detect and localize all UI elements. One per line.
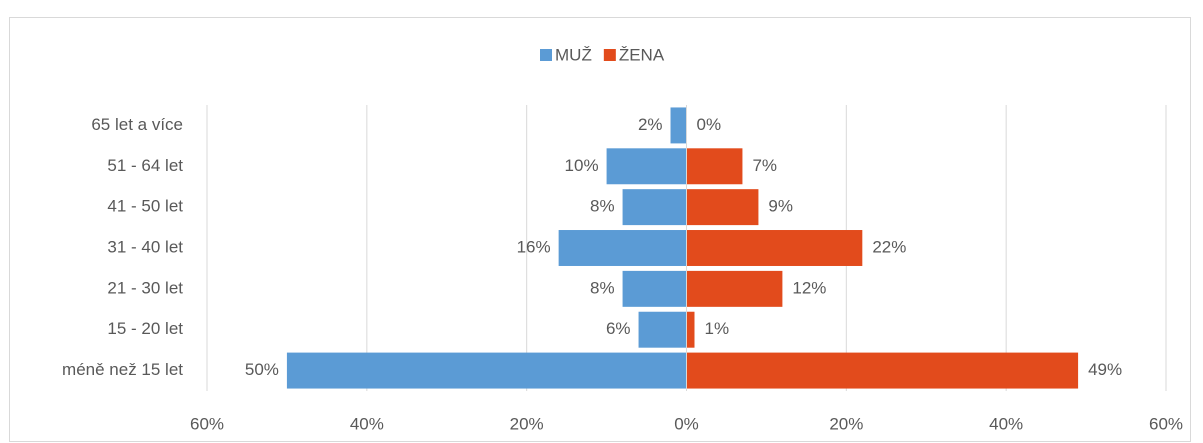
- data-label: 7%: [752, 156, 777, 175]
- bar: [606, 148, 687, 185]
- x-tick-label: 60%: [190, 414, 224, 433]
- legend-label: ŽENA: [619, 45, 665, 64]
- x-tick-label: 40%: [989, 414, 1023, 433]
- data-label: 8%: [590, 197, 615, 216]
- data-label: 2%: [638, 115, 663, 134]
- bar: [622, 270, 687, 307]
- y-tick-label: méně než 15 let: [62, 360, 183, 379]
- y-tick-label: 15 - 20 let: [107, 319, 183, 338]
- data-label: 9%: [768, 197, 793, 216]
- data-label: 50%: [245, 360, 279, 379]
- data-label: 16%: [517, 237, 551, 256]
- bar: [686, 311, 695, 348]
- x-tick-label: 0%: [674, 414, 699, 433]
- legend-swatch: [603, 49, 616, 61]
- bar: [686, 189, 759, 226]
- bar: [638, 311, 687, 348]
- data-label: 0%: [697, 115, 722, 134]
- bar: [686, 230, 863, 266]
- bar: [286, 352, 687, 389]
- x-tick-label: 40%: [350, 414, 384, 433]
- y-tick-label: 65 let a více: [91, 115, 183, 134]
- legend-swatch: [540, 49, 552, 61]
- data-label: 12%: [792, 278, 826, 297]
- legend: MUŽ ŽENA: [540, 45, 665, 64]
- bar: [686, 352, 1079, 389]
- legend-label: MUŽ: [555, 45, 592, 64]
- data-label: 6%: [606, 319, 631, 338]
- bar: [686, 148, 743, 185]
- bar: [686, 270, 783, 307]
- data-label: 8%: [590, 278, 615, 297]
- x-tick-label: 20%: [510, 414, 544, 433]
- y-tick-label: 51 - 64 let: [107, 156, 183, 175]
- data-label: 49%: [1088, 360, 1122, 379]
- bar: [558, 230, 687, 266]
- data-label: 10%: [565, 156, 599, 175]
- y-tick-label: 31 - 40 let: [107, 237, 183, 256]
- bar: [622, 189, 687, 226]
- data-label: 1%: [704, 319, 729, 338]
- x-tick-label: 20%: [829, 414, 863, 433]
- x-tick-label: 60%: [1149, 414, 1183, 433]
- data-label: 22%: [872, 237, 906, 256]
- bar: [670, 107, 687, 144]
- y-tick-label: 41 - 50 let: [107, 197, 183, 216]
- y-tick-label: 21 - 30 let: [107, 278, 183, 297]
